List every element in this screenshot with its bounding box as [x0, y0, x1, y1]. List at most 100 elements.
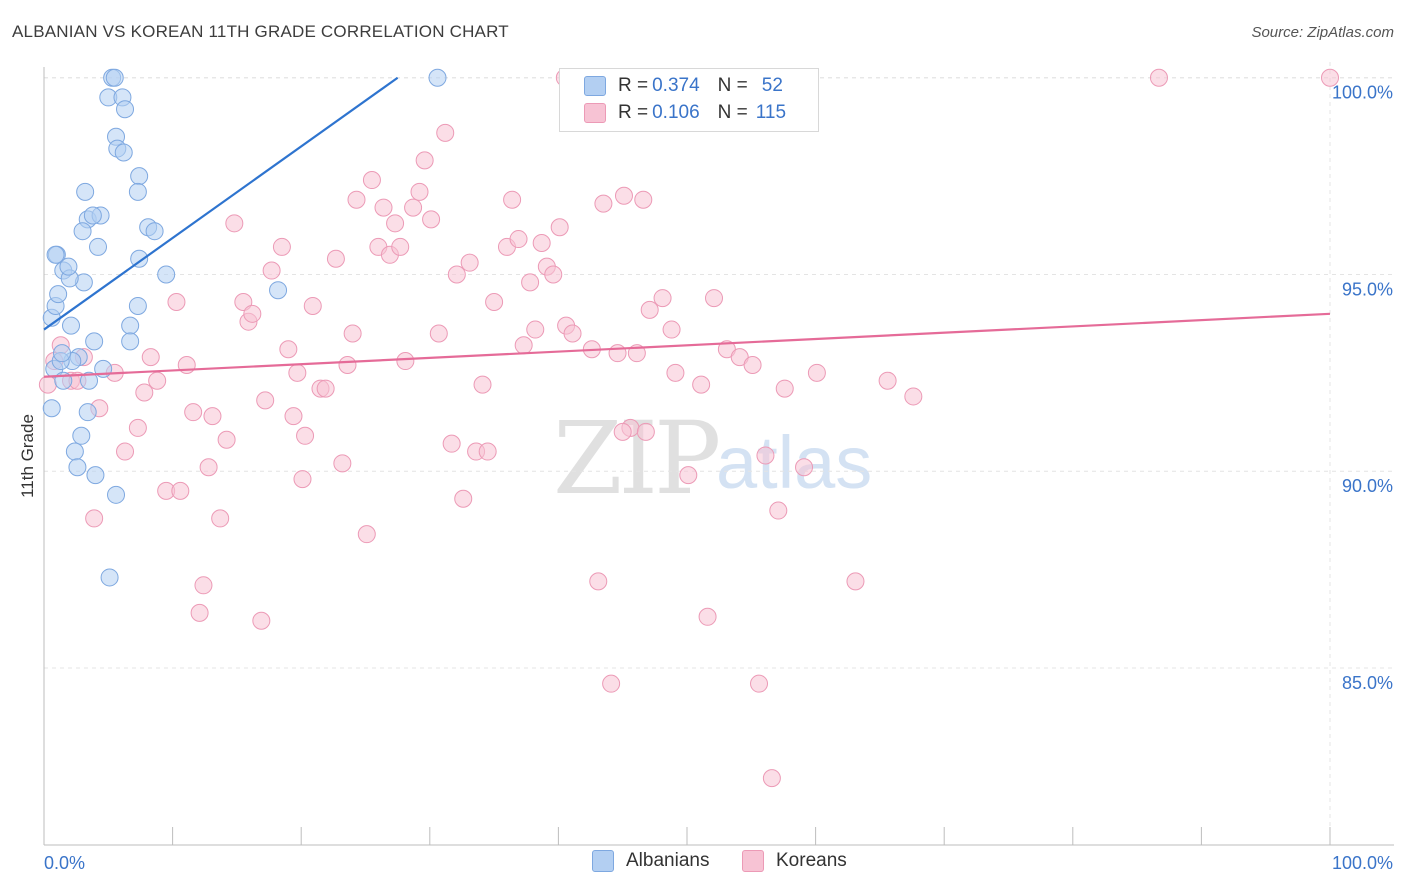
korean-point	[608, 344, 627, 363]
korean-r-value: 0.106	[652, 102, 700, 123]
korean-point	[415, 151, 434, 170]
korean-point	[544, 265, 563, 284]
korean-point	[1149, 68, 1168, 87]
korean-point	[762, 769, 781, 788]
albanian-point	[157, 265, 176, 284]
bottom-legend-albanians[interactable]: Albanians	[592, 850, 709, 872]
korean-point	[636, 422, 655, 441]
korean-point	[846, 572, 865, 591]
bottom-legend-koreans[interactable]: Koreans	[742, 850, 847, 872]
albanian-point	[116, 100, 135, 119]
korean-point	[589, 572, 608, 591]
korean-point	[509, 230, 528, 249]
albanian-r-label: R =	[618, 75, 649, 96]
korean-point	[807, 363, 826, 382]
korean-point	[692, 375, 711, 394]
korean-n-label: N =	[717, 102, 748, 123]
albanian-point	[80, 371, 99, 390]
albanian-point	[68, 458, 87, 477]
korean-point	[404, 198, 423, 217]
trend-lines	[43, 76, 1331, 378]
korean-point	[1321, 68, 1339, 87]
albanian-point	[128, 182, 147, 201]
chart-title: ALBANIAN VS KOREAN 11TH GRADE CORRELATIO…	[12, 22, 509, 41]
legend-row-korean: R = 0.106 N = 115	[584, 100, 787, 126]
korean-point	[386, 214, 405, 233]
korean-point	[362, 171, 381, 190]
korean-n-value: 115	[755, 102, 787, 123]
korean-trend-line	[43, 312, 1331, 378]
korean-point	[422, 210, 441, 229]
korean-point	[454, 489, 473, 508]
korean-point	[128, 418, 147, 437]
tick-labels: 85.0% 90.0% 95.0% 100.0% 0.0% 100.0%	[44, 83, 1393, 873]
albanian-n-value: 52	[761, 75, 783, 96]
korean-point	[225, 214, 244, 233]
korean-point	[743, 355, 762, 374]
albanian-point	[72, 426, 91, 445]
albanian-trend-line	[43, 76, 399, 331]
korean-point	[396, 352, 415, 371]
korean-point	[613, 422, 632, 441]
albanian-point	[83, 206, 102, 225]
korean-point	[410, 182, 429, 201]
source-label: Source: ZipAtlas.com	[1251, 24, 1394, 41]
korean-point	[199, 458, 218, 477]
albanians-legend-label: Albanians	[626, 850, 710, 871]
korean-point	[190, 603, 209, 622]
korean-point	[679, 466, 698, 485]
korean-point	[391, 237, 410, 256]
y-tick-label: 90.0%	[1342, 476, 1393, 496]
albanian-r-value: 0.374	[652, 75, 700, 96]
albanian-point	[145, 222, 164, 241]
korean-point	[148, 371, 167, 390]
albanian-point	[59, 257, 78, 276]
korean-point	[316, 379, 335, 398]
albanian-point	[128, 296, 147, 315]
albanian-point	[86, 466, 105, 485]
korean-point	[526, 320, 545, 339]
albanians-legend-swatch	[592, 850, 614, 872]
korean-swatch	[584, 103, 606, 123]
watermark-atlas: atlas	[716, 421, 873, 504]
korean-point	[288, 363, 307, 382]
y-tick-label: 95.0%	[1342, 279, 1393, 299]
korean-point	[662, 320, 681, 339]
albanian-point	[78, 403, 97, 422]
correlation-legend: R = 0.374 N = 52 R = 0.106 N = 115	[559, 68, 819, 132]
korean-point	[750, 674, 769, 693]
watermark-zip: ZIP	[553, 400, 721, 517]
albanian-point	[100, 568, 119, 587]
korean-point	[326, 249, 345, 268]
axes	[43, 67, 1394, 846]
albanian-point	[130, 249, 149, 268]
korean-point	[878, 371, 897, 390]
korean-point	[478, 442, 497, 461]
korean-point	[514, 336, 533, 355]
albanian-point	[121, 316, 140, 335]
y-tick-label: 85.0%	[1342, 673, 1393, 693]
albanian-point	[49, 285, 68, 304]
albanian-n-label: N =	[717, 75, 748, 96]
korean-point	[347, 190, 366, 209]
korean-point	[705, 289, 724, 308]
korean-point	[135, 383, 154, 402]
korean-point	[296, 426, 315, 445]
korean-point	[769, 501, 788, 520]
korean-point	[653, 289, 672, 308]
korean-point	[485, 293, 504, 312]
korean-point	[141, 348, 160, 367]
korean-point	[594, 194, 613, 213]
korean-point	[85, 509, 104, 528]
korean-point	[666, 363, 685, 382]
legend-row-albanian: R = 0.374 N = 52	[584, 73, 783, 99]
x-tick-label: 0.0%	[44, 853, 85, 873]
albanian-point	[53, 344, 72, 363]
korean-point	[563, 324, 582, 343]
korean-point	[171, 481, 190, 500]
korean-point	[333, 454, 352, 473]
albanian-swatch	[584, 76, 606, 96]
korean-point	[203, 407, 222, 426]
korean-point	[116, 442, 135, 461]
korean-point	[429, 324, 448, 343]
